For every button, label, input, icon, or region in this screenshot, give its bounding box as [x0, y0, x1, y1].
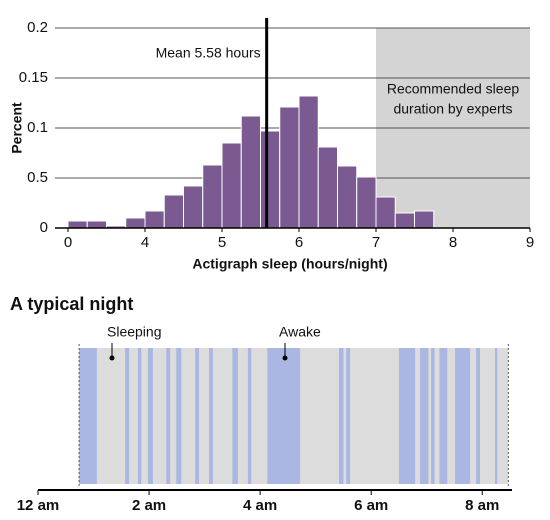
awake-label: Awake [279, 324, 321, 340]
awake-band [147, 348, 153, 484]
awake-band [420, 348, 429, 484]
awake-band [176, 348, 182, 484]
awake-band [79, 348, 97, 484]
y-tick-label: 0 [40, 219, 48, 236]
bar [375, 196, 396, 229]
x-tick-label: 4 [141, 234, 149, 251]
bar [337, 165, 358, 229]
x-tick-label: 2 am [132, 497, 166, 514]
bar [317, 146, 338, 229]
bar [67, 220, 88, 229]
x-tick-label: 4 am [243, 497, 277, 514]
x-tick-label: 0 [64, 234, 72, 251]
awake-band [232, 348, 238, 484]
bar [183, 185, 204, 229]
bar [202, 164, 223, 229]
awake-band [431, 348, 435, 484]
bar [125, 217, 146, 229]
bar [163, 194, 184, 229]
awake-dot [282, 355, 288, 361]
awake-band [338, 348, 344, 484]
bar [356, 176, 377, 229]
recommended-label: Recommended sleep [387, 81, 520, 97]
awake-band [267, 348, 301, 484]
sleeping-label: Sleeping [107, 324, 162, 340]
awake-band [455, 348, 471, 484]
awake-band [495, 348, 498, 484]
y-axis-label: Percent [9, 102, 25, 154]
bar [86, 220, 107, 229]
y-tick-label: 0.1 [27, 119, 48, 136]
x-tick-label: 9 [526, 234, 534, 251]
awake-band [137, 348, 142, 484]
recommended-label: duration by experts [393, 101, 512, 117]
awake-band [209, 348, 213, 484]
awake-band [439, 348, 448, 484]
awake-band [195, 348, 200, 484]
x-tick-label: 12 am [17, 497, 60, 514]
awake-band [247, 348, 252, 484]
bar [394, 212, 415, 229]
awake-band [476, 348, 481, 484]
bar [221, 142, 242, 229]
x-tick-label: 5 [218, 234, 226, 251]
mean-label: Mean 5.58 hours [156, 45, 261, 61]
y-tick-label: 0.5 [27, 169, 48, 186]
y-tick-label: 0.15 [19, 69, 48, 86]
bar [240, 115, 261, 229]
bar [260, 130, 281, 229]
awake-band [346, 348, 351, 484]
y-tick-label: 0.2 [27, 19, 48, 36]
x-tick-label: 8 am [465, 497, 499, 514]
section-title: A typical night [10, 294, 133, 314]
awake-band [125, 348, 130, 484]
x-tick-label: 6 am [354, 497, 388, 514]
awake-band [398, 348, 416, 484]
sleeping-dot [109, 355, 115, 361]
awake-band [166, 348, 171, 484]
bar [414, 210, 435, 229]
x-tick-label: 7 [372, 234, 380, 251]
bar [144, 210, 165, 229]
bar [298, 95, 319, 229]
x-tick-label: 6 [295, 234, 303, 251]
bar [279, 106, 300, 229]
x-tick-label: 8 [449, 234, 457, 251]
x-axis-label: Actigraph sleep (hours/night) [192, 256, 387, 272]
